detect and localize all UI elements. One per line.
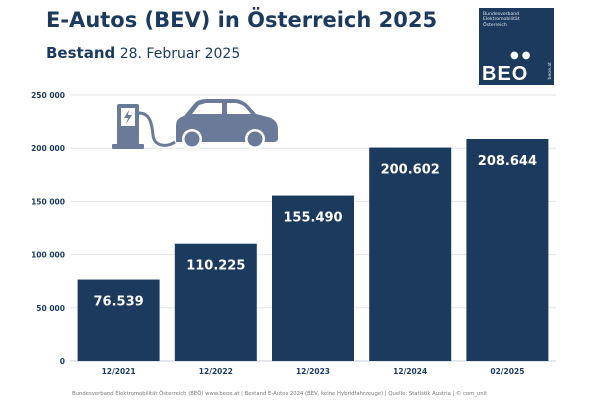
y-tick-label: 100 000 (31, 251, 65, 260)
y-tick-label: 50 000 (36, 304, 65, 313)
chart-subtitle: Bestand 28. Februar 2025 (46, 44, 240, 62)
y-tick-label: 0 (60, 357, 65, 366)
logo-org-name: Bundesverband Elektromobilität Österreic… (483, 12, 541, 28)
y-tick-label: 200 000 (31, 144, 65, 153)
y-tick-label: 250 000 (31, 91, 65, 100)
electric-car-icon (176, 99, 278, 149)
x-tick-label: 12/2023 (296, 367, 330, 376)
bar (77, 279, 160, 361)
bar (369, 147, 452, 361)
bar-value-label: 200.602 (381, 163, 440, 178)
bar (466, 139, 549, 361)
bar-value-label: 208.644 (478, 154, 537, 169)
bars: 76.539 110.225 155.490 200.602 208.644 (77, 139, 549, 361)
beo-logo: Bundesverband Elektromobilität Österreic… (479, 8, 554, 85)
x-axis-ticks: 12/2021 12/2022 12/2023 12/2024 02/2025 (102, 367, 525, 376)
x-tick-label: 12/2024 (393, 367, 427, 376)
logo-line: Österreich (483, 22, 507, 28)
subtitle-date: 28. Februar 2025 (119, 46, 241, 62)
subtitle-label: Bestand (46, 44, 116, 62)
ev-illustration (112, 99, 278, 149)
bar-value-label: 155.490 (283, 211, 342, 226)
logo-wordmark: BEO (482, 63, 529, 85)
charging-station-icon (112, 104, 176, 149)
bar (174, 243, 257, 361)
logo-dots-icon: ●● (510, 50, 534, 61)
y-axis-ticks: 0 50 000 100 000 150 000 200 000 250 000 (31, 91, 65, 366)
bar (272, 195, 354, 361)
logo-line: Elektromobilität (483, 17, 520, 23)
source-footer: Bundesverband Elektromobilität Österreic… (72, 391, 488, 397)
x-tick-label: 12/2022 (199, 367, 233, 376)
bar-value-label: 76.539 (94, 295, 144, 310)
chart-title: E-Autos (BEV) in Österreich 2025 (46, 8, 438, 32)
y-tick-label: 150 000 (31, 197, 65, 206)
bar-value-label: 110.225 (186, 259, 245, 274)
x-tick-label: 02/2025 (490, 367, 524, 376)
logo-line: Bundesverband (483, 12, 520, 17)
x-tick-label: 12/2021 (102, 367, 136, 376)
